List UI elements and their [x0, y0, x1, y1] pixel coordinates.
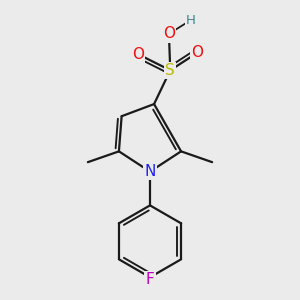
Text: O: O	[191, 45, 203, 60]
Text: H: H	[186, 14, 196, 27]
Text: S: S	[165, 63, 175, 78]
Text: F: F	[146, 272, 154, 287]
Text: N: N	[144, 164, 156, 179]
Text: O: O	[132, 46, 144, 62]
Text: O: O	[163, 26, 175, 41]
